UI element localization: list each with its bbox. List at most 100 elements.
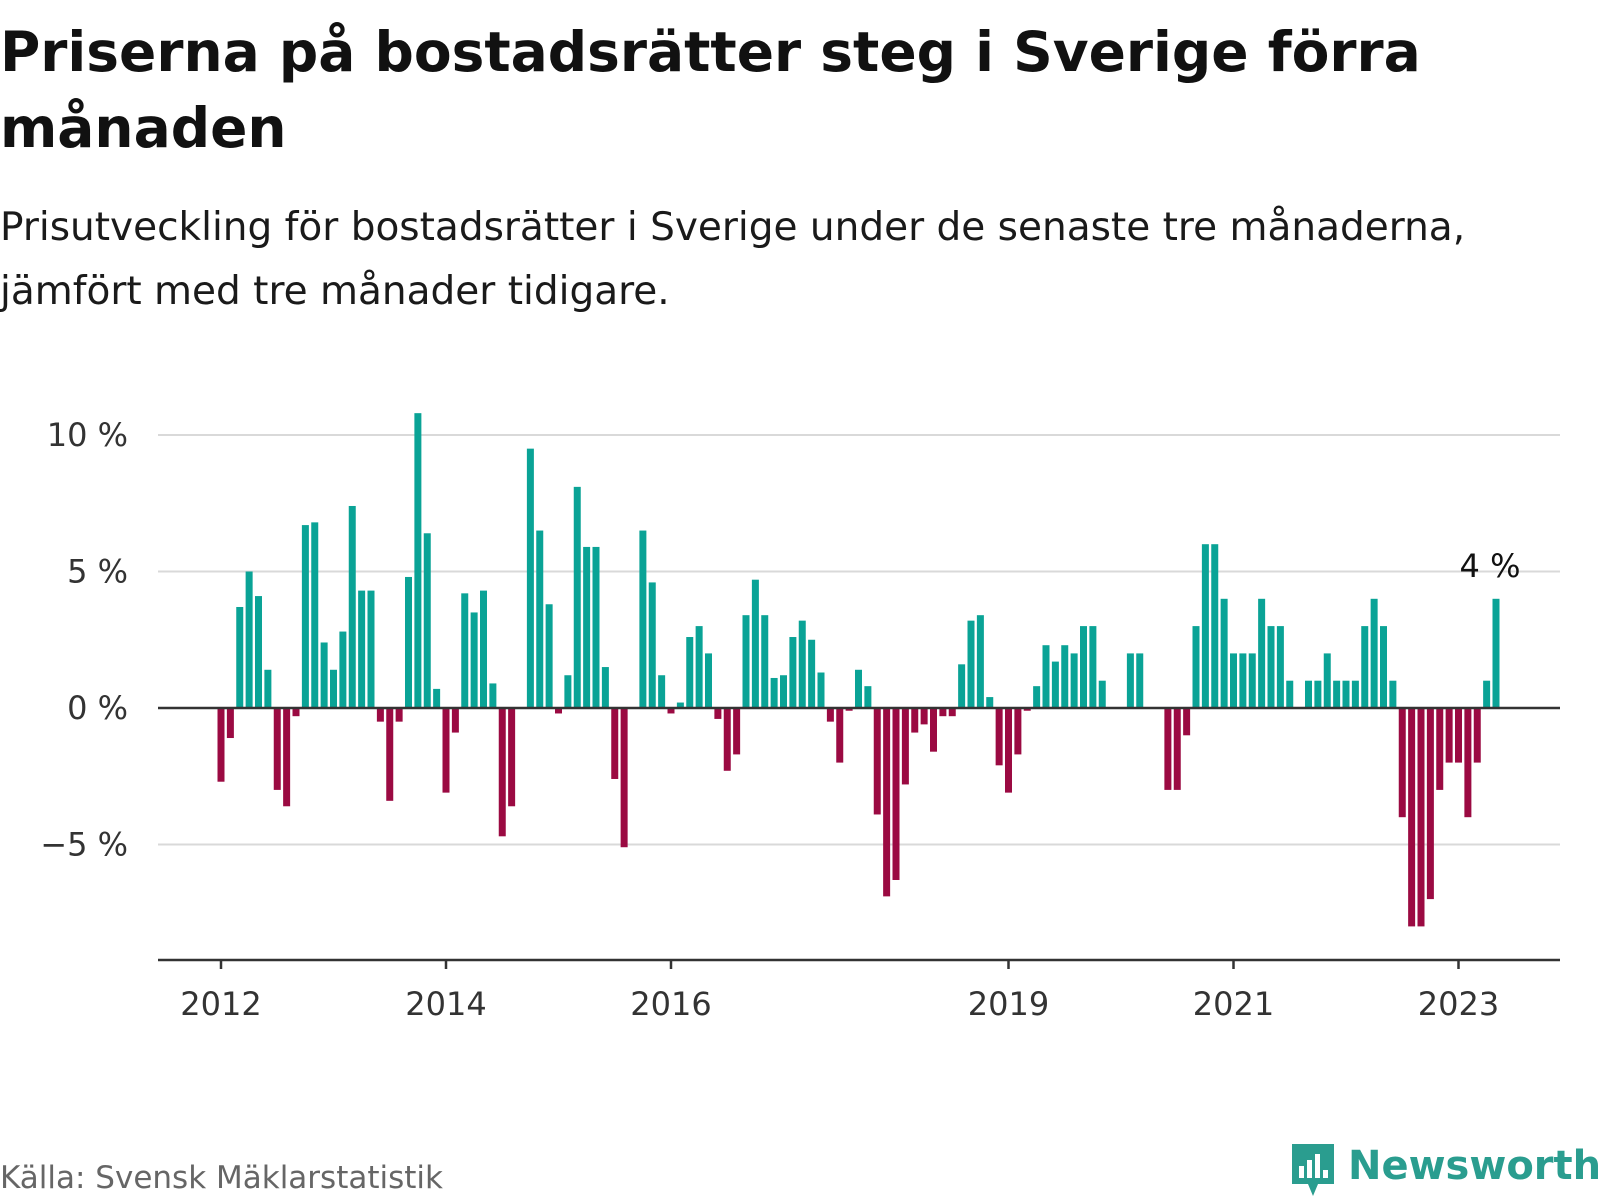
- bar: [695, 626, 703, 708]
- bar: [273, 708, 281, 790]
- bar: [573, 486, 581, 708]
- bar: [911, 708, 919, 733]
- bar: [395, 708, 403, 722]
- bar: [855, 669, 862, 708]
- bar: [930, 708, 937, 752]
- bar: [498, 708, 506, 837]
- bar: [564, 675, 572, 708]
- bar: [414, 413, 422, 708]
- bar: [986, 697, 994, 708]
- bar: [245, 571, 253, 708]
- gridlines: [158, 434, 1560, 846]
- bar: [367, 590, 375, 708]
- bar: [1426, 708, 1434, 900]
- newsworthy-logo-icon: [1292, 1144, 1334, 1196]
- bar: [817, 672, 825, 708]
- labels: −5 % 0 % 5 % 10 % 2012 2014 2016 2019 2021 2023 4 …: [40, 416, 1520, 1023]
- bar: [1211, 544, 1219, 708]
- bar: [386, 708, 394, 801]
- y-tick-label: 0 %: [67, 689, 128, 727]
- bar: [1080, 626, 1087, 708]
- bar: [358, 590, 366, 708]
- bar: [1230, 653, 1237, 708]
- bar: [1023, 708, 1031, 711]
- y-tick-label: −5 %: [40, 826, 128, 864]
- x-tick-label: 2014: [405, 985, 486, 1023]
- bar: [320, 642, 328, 708]
- y-tick-label: 5 %: [67, 553, 128, 591]
- bar: [1408, 708, 1416, 927]
- bar: [1033, 686, 1041, 708]
- bar: [226, 708, 234, 739]
- y-tick-label: 10 %: [47, 416, 128, 454]
- bar: [1051, 661, 1059, 708]
- bar: [1173, 708, 1181, 790]
- bar: [1005, 708, 1012, 793]
- bar: [1089, 626, 1097, 708]
- bar: [555, 708, 562, 714]
- last-value-label: 4 %: [1460, 547, 1521, 585]
- x-tick-label: 2016: [630, 985, 711, 1023]
- bar: [470, 612, 478, 708]
- bar: [1061, 645, 1069, 708]
- bar: [348, 505, 356, 708]
- bar: [1361, 626, 1369, 708]
- bar: [798, 620, 806, 708]
- bar: [826, 708, 834, 722]
- bar: [301, 525, 309, 708]
- bar: [583, 546, 591, 708]
- axes: [158, 706, 1560, 969]
- bar: [311, 522, 319, 708]
- bar: [1248, 653, 1256, 708]
- newsworthy-logo[interactable]: Newsworthy: [1288, 1138, 1600, 1200]
- bar: [836, 708, 844, 763]
- bar: [751, 579, 759, 708]
- bar: [1445, 708, 1453, 763]
- bar: [1342, 680, 1350, 708]
- bar: [808, 639, 816, 708]
- bar: [1201, 544, 1209, 708]
- bar: [948, 708, 956, 717]
- x-tick-label: 2021: [1193, 985, 1274, 1023]
- bar: [1455, 708, 1462, 763]
- bar: [1136, 653, 1144, 708]
- bar: [1305, 680, 1312, 708]
- bar: [723, 708, 731, 771]
- bar: [686, 637, 694, 708]
- bar: [1042, 645, 1050, 708]
- bar: [1492, 598, 1500, 708]
- x-tick-label: 2012: [180, 985, 261, 1023]
- bar: [255, 596, 262, 708]
- bar: [1192, 626, 1200, 708]
- bar: [264, 669, 272, 708]
- bar: [339, 631, 347, 708]
- bar: [789, 637, 797, 708]
- bar: [845, 708, 853, 711]
- bar: [536, 530, 544, 708]
- bar: [873, 708, 881, 815]
- bar: [1276, 626, 1284, 708]
- x-tick-label: 2023: [1418, 985, 1499, 1023]
- bar: [480, 590, 487, 708]
- bar: [292, 708, 300, 717]
- bar: [995, 708, 1003, 766]
- bar: [283, 708, 291, 807]
- bar: [489, 683, 497, 708]
- bar: [1370, 598, 1378, 708]
- bar: [958, 664, 966, 708]
- bar: [714, 708, 722, 719]
- bar: [742, 615, 750, 708]
- bar: [1351, 680, 1359, 708]
- bar: [1417, 708, 1425, 927]
- bar: [920, 708, 928, 725]
- bar: [648, 582, 656, 708]
- bar: [1314, 680, 1322, 708]
- source-note: Källa: Svensk Mäklarstatistik: [0, 1160, 443, 1196]
- bar: [1464, 708, 1472, 818]
- newsworthy-logo-text: Newsworthy: [1348, 1143, 1600, 1189]
- bar: [676, 702, 684, 708]
- bar: [508, 708, 516, 807]
- bars: [217, 413, 1500, 927]
- bar: [892, 708, 900, 880]
- bar: [761, 615, 769, 708]
